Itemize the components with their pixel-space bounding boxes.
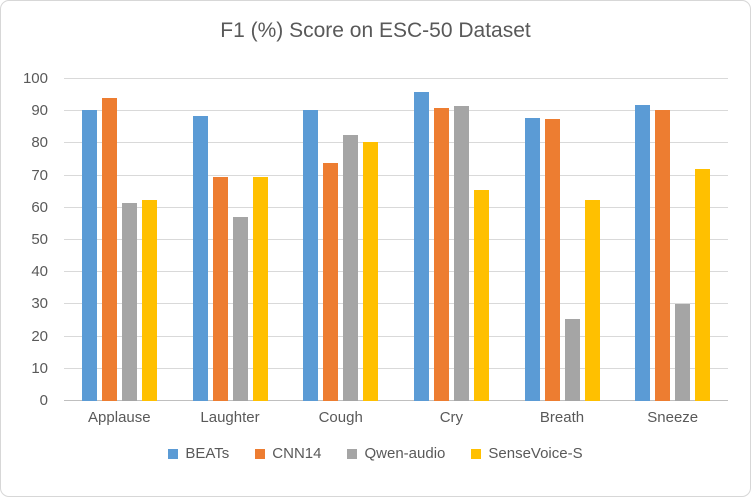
- y-tick-label-0: 0: [39, 392, 48, 409]
- bar-cnn14-cry: [433, 107, 449, 401]
- bar-sensevoice-s-sneeze: [695, 169, 711, 401]
- legend-swatch-icon: [168, 448, 179, 459]
- bar-sensevoice-s-cough: [363, 141, 379, 401]
- legend-item-qwen-audio: Qwen-audio: [347, 445, 445, 462]
- legend-item-cnn14: CNN14: [255, 445, 321, 462]
- chart-title: F1 (%) Score on ESC-50 Dataset: [220, 19, 531, 42]
- y-tick-label-10: 10: [31, 359, 48, 377]
- bar-group-cough: [285, 79, 396, 401]
- y-tick-label-90: 90: [31, 102, 48, 120]
- bar-beats-applause: [81, 109, 97, 401]
- bar-group-cry: [396, 79, 507, 401]
- bar-sensevoice-s-applause: [141, 199, 157, 401]
- x-axis: Applause Laughter Cough Cry Breath Sneeze: [64, 409, 728, 426]
- bar-beats-sneeze: [635, 104, 651, 401]
- x-category-label-cry: Cry: [439, 409, 464, 426]
- bar-cnn14-cough: [323, 162, 339, 401]
- y-axis: 0 10 20 30 40 50 60 70 80 90 100: [1, 70, 56, 409]
- y-tick-label-80: 80: [31, 134, 48, 152]
- legend-label: CNN14: [272, 445, 322, 462]
- legend-label: Qwen-audio: [364, 445, 446, 462]
- bar-qwen-audio-sneeze: [675, 304, 691, 401]
- y-tick-label-60: 60: [31, 198, 48, 216]
- bar-beats-cough: [303, 109, 319, 401]
- x-category-label-applause: Applause: [88, 409, 151, 426]
- bar-sensevoice-s-breath: [584, 199, 600, 401]
- bar-group-laughter: [175, 79, 286, 401]
- gridline: [64, 303, 728, 305]
- x-category-label-laughter: Laughter: [200, 409, 260, 426]
- gridline: [64, 335, 728, 337]
- legend: BEATs CNN14 Qwen-audio SenseVoice-S: [1, 445, 750, 462]
- legend-label: BEATs: [185, 445, 230, 462]
- bar-beats-laughter: [192, 116, 208, 401]
- y-tick-label-100: 100: [22, 70, 48, 87]
- gridline: [64, 367, 728, 369]
- bar-cnn14-applause: [101, 98, 117, 401]
- x-axis-line: [64, 400, 728, 401]
- y-tick-label-70: 70: [31, 166, 48, 184]
- bar-group-sneeze: [617, 79, 728, 401]
- legend-item-sensevoice-s: SenseVoice-S: [471, 445, 583, 462]
- bar-qwen-audio-cough: [343, 135, 359, 401]
- bar-cnn14-sneeze: [655, 109, 671, 401]
- bar-qwen-audio-breath: [564, 318, 580, 401]
- bar-qwen-audio-laughter: [232, 217, 248, 401]
- legend-swatch-icon: [471, 448, 482, 459]
- y-tick-label-50: 50: [31, 231, 48, 248]
- legend-swatch-icon: [255, 448, 266, 459]
- bar-beats-cry: [413, 91, 429, 401]
- gridline: [64, 206, 728, 208]
- x-category-label-sneeze: Sneeze: [647, 409, 699, 426]
- x-category-label-cough: Cough: [318, 409, 363, 426]
- plot-area: [64, 78, 728, 401]
- gridline: [64, 271, 728, 273]
- bar-sensevoice-s-cry: [473, 190, 489, 401]
- gridline: [64, 142, 728, 144]
- gridline: [64, 239, 728, 240]
- gridline: [64, 110, 728, 112]
- y-tick-label-40: 40: [31, 263, 48, 281]
- y-tick-label-30: 30: [31, 295, 48, 313]
- gridline: [64, 174, 728, 176]
- bar-beats-breath: [524, 117, 540, 401]
- bar-group-applause: [64, 79, 175, 401]
- bar-cnn14-laughter: [212, 177, 228, 401]
- gridline: [64, 78, 728, 79]
- legend-swatch-icon: [347, 448, 358, 459]
- legend-item-beats: BEATs: [168, 445, 229, 462]
- legend-label: SenseVoice-S: [488, 445, 583, 462]
- bar-qwen-audio-cry: [453, 106, 469, 401]
- bar-qwen-audio-applause: [121, 202, 137, 401]
- x-category-label-breath: Breath: [539, 409, 585, 426]
- bar-cnn14-breath: [544, 119, 560, 401]
- bar-sensevoice-s-laughter: [252, 177, 268, 401]
- bar-group-breath: [507, 79, 618, 401]
- y-tick-label-20: 20: [31, 327, 48, 345]
